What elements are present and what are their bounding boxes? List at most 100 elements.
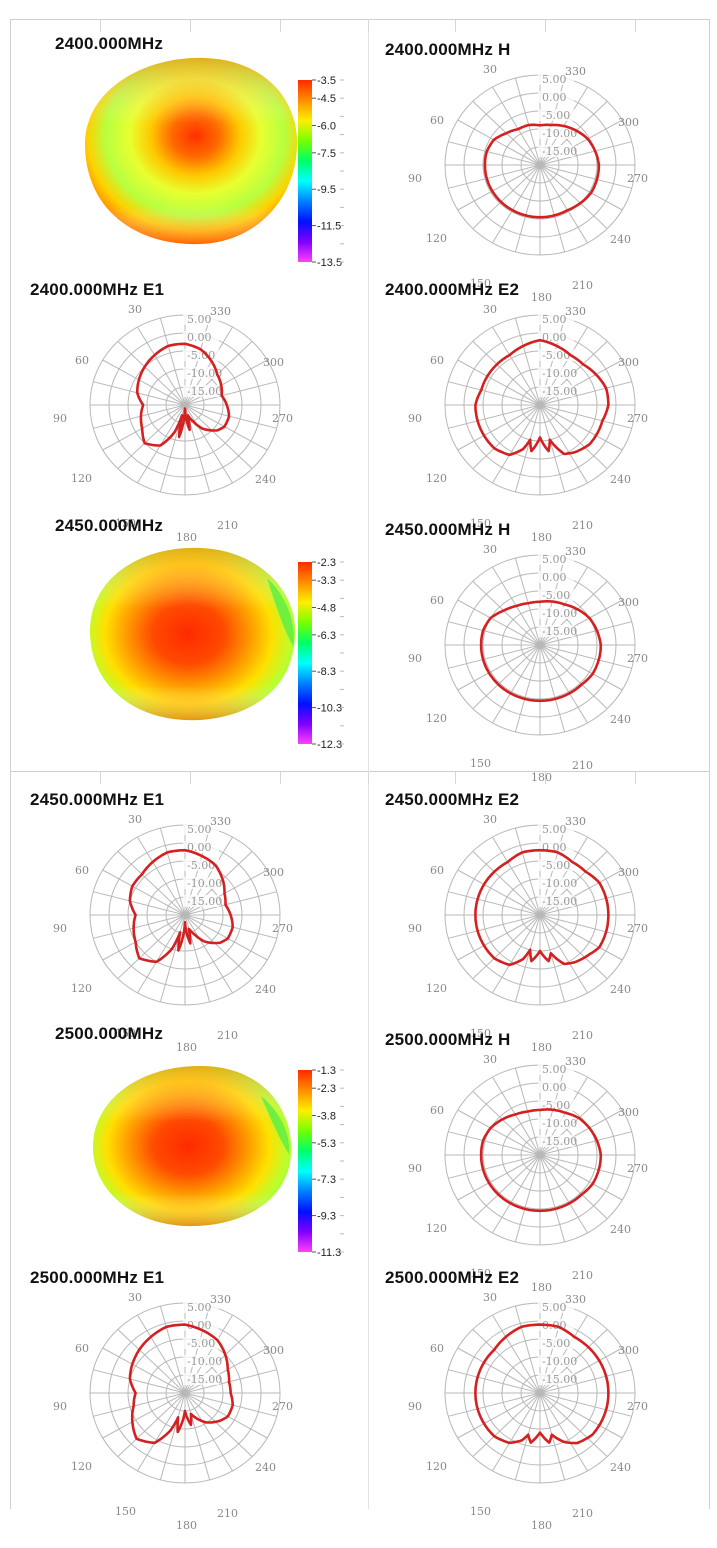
ring-label: 0.00 — [542, 91, 567, 104]
angle-label: 30 — [483, 543, 497, 556]
angle-label: 120 — [71, 472, 92, 485]
polar-spoke — [492, 1154, 541, 1234]
angle-label: 180 — [531, 531, 552, 544]
panel-2400-e2: 2400.000MHz E2 5.00 0.00 -5.00 -10.00 -15.00… — [385, 280, 715, 544]
angle-label: 330 — [210, 815, 231, 828]
angle-label: 150 — [470, 517, 491, 530]
ring-label-bg — [538, 91, 574, 103]
polar-spoke — [457, 1154, 541, 1201]
blob-edge-highlight — [261, 1096, 290, 1154]
ruler-tick — [190, 20, 191, 32]
polar-spoke — [539, 1109, 623, 1156]
polar-spoke — [117, 341, 186, 406]
ring-label-bg — [183, 1355, 219, 1367]
pattern-trace — [474, 338, 610, 457]
polar-spoke — [184, 381, 277, 406]
polar-spoke — [539, 164, 566, 253]
angle-label: 90 — [408, 1400, 422, 1413]
polar-spoke — [93, 1392, 186, 1417]
ruler-tick — [635, 772, 636, 784]
ring-label: 5.00 — [542, 313, 567, 326]
ring-label-bg — [538, 1099, 574, 1111]
ring-label: 5.00 — [542, 73, 567, 86]
polar-spoke — [457, 914, 541, 961]
ring-label-bg — [538, 571, 574, 583]
polar-spoke — [448, 914, 541, 939]
polar-spoke — [539, 914, 623, 961]
polar-spoke — [539, 404, 566, 493]
polar-spoke — [539, 1154, 588, 1234]
angle-label: 240 — [610, 713, 631, 726]
angle-label: 300 — [618, 596, 639, 609]
angle-label: 240 — [610, 1223, 631, 1236]
colorbar-tick-label: -3.5 — [317, 75, 336, 87]
colorbar-tick-label: -2.3 — [317, 557, 336, 569]
angle-label: 30 — [483, 1291, 497, 1304]
ring-label-bg — [538, 1081, 574, 1093]
ring-label-bg — [183, 313, 219, 325]
ring-label: 5.00 — [187, 823, 212, 836]
polar-spoke — [539, 1154, 608, 1219]
pattern-trace — [136, 342, 231, 447]
ring-label: 0.00 — [187, 1319, 212, 1332]
ruler-tick — [455, 20, 456, 32]
panel-2500-3d: 2500.000MHz -1.3 -2.3 -3.8 -5.3 -7.3 -9.3 -11.… — [55, 1024, 385, 1266]
ring-label: 0.00 — [542, 571, 567, 584]
ring-label-bg — [538, 367, 574, 379]
polar-spoke — [457, 164, 541, 211]
colorbar-tick-label: -12.3 — [317, 739, 342, 751]
panel-title: 2450.000MHz E1 — [30, 790, 165, 809]
ring-label-bg — [538, 823, 574, 835]
colorbar-tick-label: -8.3 — [317, 666, 336, 678]
colorbar — [298, 562, 312, 744]
polar-spoke — [539, 1392, 588, 1472]
panel-title: 2400.000MHz H — [385, 40, 511, 59]
ring-label-bg — [183, 841, 219, 853]
ring-label-bg — [538, 1337, 574, 1349]
polar-spoke — [539, 119, 623, 166]
panel-2500-h: 2500.000MHz H 5.00 0.00 -5.00 -10.00 -15.00 3… — [385, 1030, 715, 1294]
polar-spoke — [117, 1392, 186, 1457]
angle-label: 300 — [618, 356, 639, 369]
angle-label: 330 — [565, 815, 586, 828]
polar-spoke — [492, 1392, 541, 1472]
colorbar-tick-label: -7.5 — [317, 148, 336, 160]
ring-label-bg — [183, 367, 219, 379]
panel-title: 2500.000MHz H — [385, 1030, 511, 1049]
ring-label-bg — [538, 313, 574, 325]
angle-label: 90 — [408, 412, 422, 425]
polar-spoke — [514, 404, 541, 493]
ruler-tick — [455, 772, 456, 784]
angle-label: 330 — [565, 65, 586, 78]
right-border — [709, 19, 710, 1509]
angle-label: 210 — [217, 1029, 238, 1042]
polar-spoke — [137, 914, 186, 994]
angle-label: 90 — [53, 922, 67, 935]
polar-spoke — [137, 1314, 186, 1394]
angle-label: 300 — [618, 116, 639, 129]
polar-spoke — [457, 359, 541, 406]
polar-spoke — [539, 1131, 632, 1156]
polar-spoke — [184, 1369, 277, 1394]
polar-spoke — [539, 914, 608, 979]
ring-label: -10.00 — [542, 367, 577, 380]
polar-spoke — [102, 359, 186, 406]
polar-spoke — [117, 851, 186, 916]
angle-label: 180 — [176, 1519, 197, 1532]
polar-spoke — [159, 1392, 186, 1481]
polar-spoke — [448, 1392, 541, 1417]
panel-2450-3d: 2450.000MHz -2.3 -3.3 -4.8 -6.3 -8.3 -10.3 -12… — [55, 516, 385, 758]
colorbar — [298, 1070, 312, 1252]
angle-label: 180 — [531, 771, 552, 784]
polar-spoke — [539, 599, 623, 646]
polar-spoke — [102, 914, 186, 961]
left-border — [10, 19, 11, 1509]
radiation-blob-shading — [92, 1066, 292, 1227]
angle-label: 60 — [430, 1342, 444, 1355]
polar-spoke — [472, 851, 541, 916]
angle-label: 30 — [483, 63, 497, 76]
angle-label: 120 — [426, 712, 447, 725]
ring-label-bg — [183, 1301, 219, 1313]
